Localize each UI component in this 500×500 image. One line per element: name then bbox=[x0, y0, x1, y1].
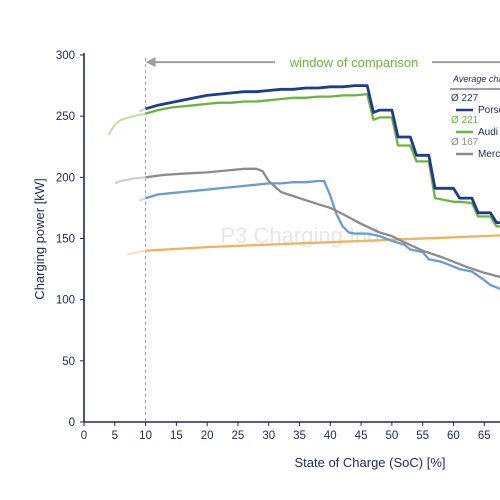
pre-window-line-0 bbox=[107, 112, 146, 136]
y-tick-label: 250 bbox=[56, 111, 75, 123]
series-line-3 bbox=[145, 179, 500, 291]
x-tick-label: 45 bbox=[355, 430, 368, 442]
pre-window-line-3 bbox=[138, 197, 147, 202]
y-tick-label: 150 bbox=[56, 234, 75, 246]
x-tick-label: 5 bbox=[112, 430, 118, 442]
x-tick-label: 20 bbox=[201, 430, 214, 442]
x-tick-label: 35 bbox=[293, 430, 306, 442]
legend-box bbox=[446, 70, 500, 160]
series-line-1 bbox=[145, 92, 500, 228]
x-axis-label: State of Charge (SoC) [%] bbox=[294, 455, 445, 470]
x-tick-label: 15 bbox=[170, 430, 183, 442]
legend-name-0: Porsc bbox=[478, 105, 500, 116]
window-arrow-head bbox=[145, 57, 156, 68]
series-line-2 bbox=[145, 167, 500, 279]
series-line-4 bbox=[145, 234, 500, 252]
legend-title: Average cha bbox=[452, 74, 500, 84]
legend-avg-0: Ø 227 bbox=[451, 93, 479, 104]
series-line-0 bbox=[145, 84, 500, 225]
legend-avg-1: Ø 221 bbox=[451, 115, 479, 126]
y-tick-label: 300 bbox=[56, 50, 75, 62]
x-tick-label: 0 bbox=[81, 430, 87, 442]
x-tick-label: 25 bbox=[232, 430, 245, 442]
x-tick-label: 65 bbox=[478, 430, 491, 442]
y-tick-label: 50 bbox=[62, 356, 75, 368]
x-tick-label: 30 bbox=[262, 430, 275, 442]
x-tick-label: 40 bbox=[324, 430, 337, 442]
legend-avg-2: Ø 167 bbox=[451, 137, 479, 148]
x-tick-label: 60 bbox=[447, 430, 460, 442]
pre-window-line-2 bbox=[114, 176, 146, 185]
y-tick-label: 0 bbox=[69, 417, 75, 429]
y-axis-label: Charging power [kW] bbox=[32, 178, 47, 299]
y-tick-label: 100 bbox=[56, 295, 75, 307]
pre-window-line-1 bbox=[138, 107, 147, 113]
pre-window-line-4 bbox=[126, 249, 146, 256]
x-tick-label: 50 bbox=[385, 430, 398, 442]
legend-name-2: Merc bbox=[478, 149, 500, 160]
legend-name-1: Audi bbox=[478, 127, 498, 138]
x-tick-label: 55 bbox=[416, 430, 429, 442]
y-tick-label: 200 bbox=[56, 172, 75, 184]
window-of-comparison-label: window of comparison bbox=[289, 55, 419, 70]
x-tick-label: 10 bbox=[139, 430, 152, 442]
